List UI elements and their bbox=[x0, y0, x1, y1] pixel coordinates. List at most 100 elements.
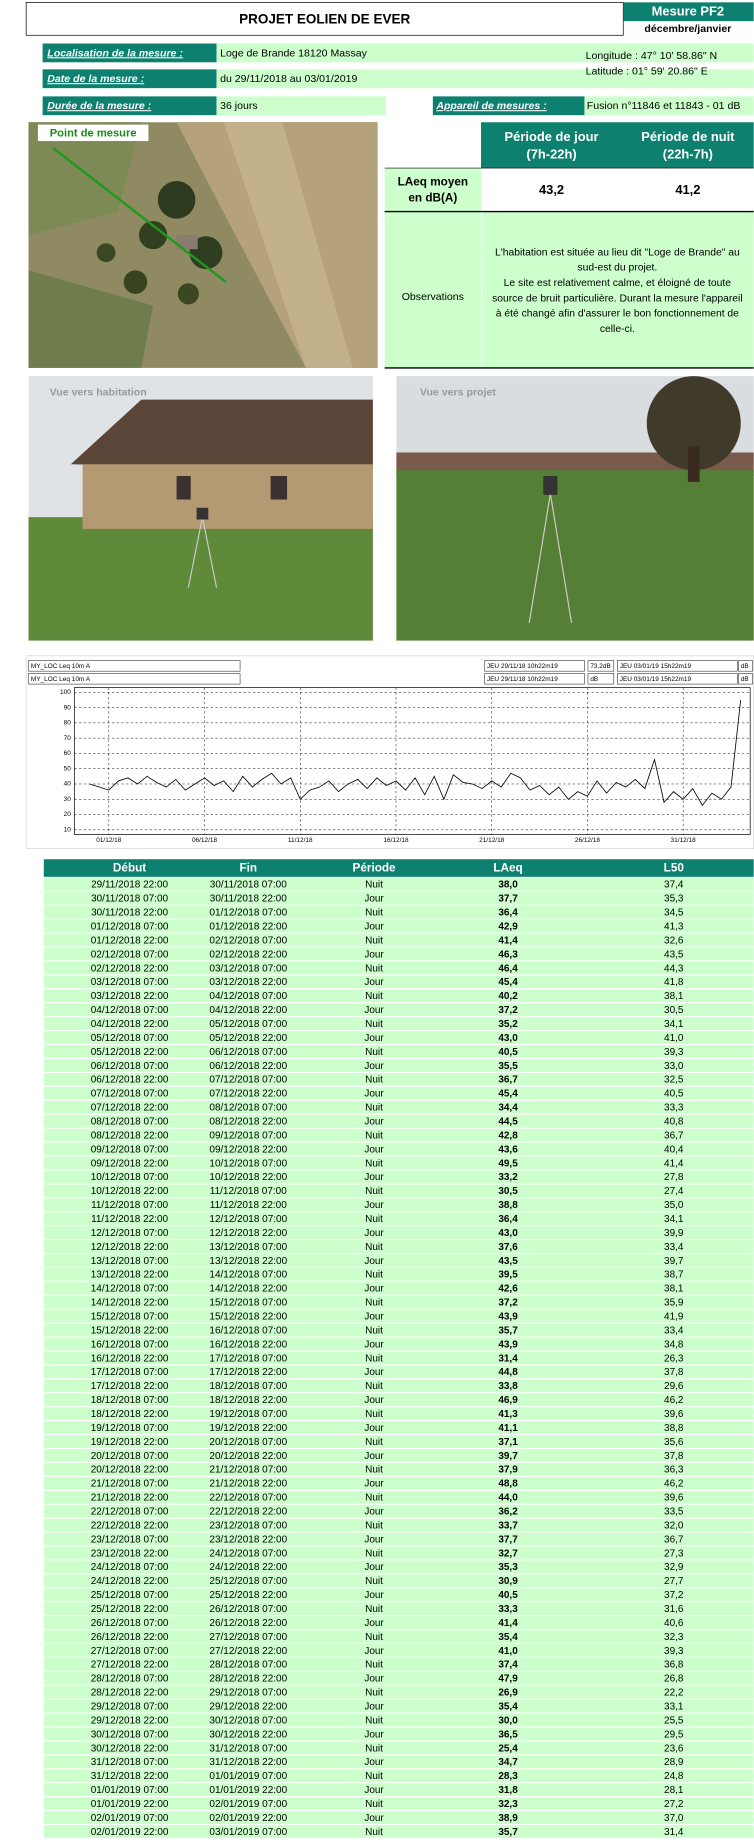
info-label-box bbox=[42, 43, 217, 63]
table-cell: Nuit bbox=[365, 1298, 383, 1309]
x-tick-label: 31/12/18 bbox=[671, 837, 697, 844]
table-cell: 39,7 bbox=[664, 1256, 684, 1267]
table-cell: 18/12/2018 07:00 bbox=[209, 1381, 287, 1392]
table-cell: 38,8 bbox=[664, 1423, 684, 1434]
chart-header-cell bbox=[587, 673, 615, 685]
table-cell: 14/12/2018 22:00 bbox=[91, 1298, 169, 1309]
table-header bbox=[43, 859, 754, 877]
y-tick-label: 60 bbox=[64, 750, 72, 757]
table-cell: 46,2 bbox=[664, 1395, 684, 1406]
obs-line: celle-ci. bbox=[600, 324, 635, 335]
table-cell: 06/12/2018 07:00 bbox=[209, 1047, 287, 1058]
table-cell: Nuit bbox=[365, 1353, 383, 1364]
chart-header-text: JEU 29/11/18 10h22m19 bbox=[487, 676, 558, 683]
table-cell: 29/12/2018 22:00 bbox=[91, 1715, 169, 1726]
table-cell: 39,7 bbox=[498, 1451, 518, 1462]
table-cell: 35,9 bbox=[664, 1298, 684, 1309]
table-row bbox=[43, 1546, 754, 1560]
table-cell: Jour bbox=[364, 1311, 384, 1322]
table-cell: 03/12/2018 22:00 bbox=[209, 977, 287, 988]
table-cell: 17/12/2018 22:00 bbox=[91, 1381, 169, 1392]
table-row bbox=[43, 1462, 754, 1476]
table-row bbox=[43, 1295, 754, 1309]
table-row bbox=[43, 1031, 754, 1044]
table-cell: 31,4 bbox=[498, 1353, 518, 1364]
table-cell: 41,9 bbox=[664, 1311, 684, 1322]
table-cell: 37,6 bbox=[498, 1242, 518, 1253]
table-cell: 29/12/2018 07:00 bbox=[91, 1701, 169, 1712]
table-cell: 30,0 bbox=[498, 1715, 518, 1726]
table-cell: 06/12/2018 07:00 bbox=[91, 1061, 169, 1072]
table-cell: 48,8 bbox=[498, 1479, 518, 1490]
table-cell: 16/12/2018 22:00 bbox=[209, 1339, 287, 1350]
table-row bbox=[43, 989, 754, 1003]
info-value: du 29/11/2018 au 03/01/2019 bbox=[220, 73, 357, 85]
table-cell: 32,5 bbox=[664, 1075, 684, 1086]
table-cell: 41,3 bbox=[498, 1409, 518, 1420]
table-cell: Jour bbox=[364, 1813, 384, 1824]
table-cell: 27,2 bbox=[664, 1799, 684, 1810]
info-label-box bbox=[42, 69, 217, 89]
table-cell: Nuit bbox=[365, 1019, 383, 1030]
table-cell: 35,0 bbox=[664, 1200, 684, 1211]
table-cell: 40,5 bbox=[498, 1590, 518, 1601]
table-cell: 31/12/2018 07:00 bbox=[91, 1757, 169, 1768]
table-row bbox=[43, 1017, 754, 1031]
table-row bbox=[43, 1574, 754, 1588]
table-cell: 40,6 bbox=[664, 1618, 684, 1629]
table-cell: 30/12/2018 07:00 bbox=[91, 1729, 169, 1740]
table-cell: Nuit bbox=[365, 1827, 383, 1838]
table-cell: 31,4 bbox=[664, 1827, 684, 1838]
latitude: Latitude : 01° 59' 20.86" E bbox=[586, 65, 708, 77]
table-cell: 23/12/2018 22:00 bbox=[91, 1548, 169, 1559]
table-cell: 32,9 bbox=[664, 1562, 684, 1573]
chart-header-text: dB bbox=[741, 676, 749, 683]
table-header-cell: Fin bbox=[239, 862, 257, 875]
table-cell: 24/12/2018 07:00 bbox=[209, 1548, 287, 1559]
y-tick-label: 70 bbox=[64, 735, 72, 742]
table-row bbox=[43, 1644, 754, 1657]
table-cell: 28/12/2018 22:00 bbox=[91, 1688, 169, 1699]
table-cell: 18/12/2018 22:00 bbox=[91, 1409, 169, 1420]
table-cell: 31/12/2018 07:00 bbox=[209, 1743, 287, 1754]
table-row bbox=[43, 1003, 754, 1017]
table-cell: 25/12/2018 07:00 bbox=[209, 1576, 287, 1587]
table-cell: 19/12/2018 07:00 bbox=[209, 1409, 287, 1420]
longitude: Longitude : 47° 10' 58.86" N bbox=[586, 50, 718, 62]
table-cell: 28,1 bbox=[664, 1785, 684, 1796]
table-row bbox=[43, 1268, 754, 1281]
table-cell: 17/12/2018 22:00 bbox=[209, 1367, 287, 1378]
table-cell: 07/12/2018 07:00 bbox=[209, 1075, 287, 1086]
table-cell: 44,8 bbox=[498, 1367, 518, 1378]
table-cell: 31,8 bbox=[498, 1785, 518, 1796]
table-cell: 12/12/2018 22:00 bbox=[209, 1228, 287, 1239]
table-row bbox=[43, 1504, 754, 1518]
table-row bbox=[43, 1699, 754, 1713]
summary-col-header: Période de nuit bbox=[641, 129, 735, 144]
table-cell: 37,9 bbox=[498, 1465, 518, 1476]
table-cell: Jour bbox=[364, 1172, 384, 1183]
table-row bbox=[43, 1142, 754, 1156]
table-cell: 25/12/2018 22:00 bbox=[91, 1604, 169, 1615]
table-cell: 30,5 bbox=[498, 1186, 518, 1197]
table-cell: 26/12/2018 07:00 bbox=[91, 1618, 169, 1629]
table-cell: Jour bbox=[364, 1729, 384, 1740]
table-cell: Nuit bbox=[365, 1075, 383, 1086]
x-tick-label: 16/12/18 bbox=[383, 837, 409, 844]
info-value-box bbox=[216, 69, 754, 89]
device-value: Fusion n°11846 et 11843 - 01 dB bbox=[587, 100, 741, 112]
table-cell: 16/12/2018 07:00 bbox=[209, 1325, 287, 1336]
table-cell: Nuit bbox=[365, 1576, 383, 1587]
table-cell: 33,3 bbox=[664, 1103, 684, 1114]
table-cell: 30,9 bbox=[498, 1576, 518, 1587]
table-cell: 33,5 bbox=[664, 1506, 684, 1517]
table-cell: 28/12/2018 07:00 bbox=[91, 1674, 169, 1685]
table-cell: 20/12/2018 22:00 bbox=[91, 1465, 169, 1476]
table-cell: 13/12/2018 07:00 bbox=[209, 1242, 287, 1253]
summary-row-label: en dB(A) bbox=[408, 192, 457, 205]
table-cell: 21/12/2018 22:00 bbox=[91, 1493, 169, 1504]
table-cell: 18/12/2018 07:00 bbox=[91, 1395, 169, 1406]
table-cell: Jour bbox=[364, 1367, 384, 1378]
table-cell: 06/12/2018 22:00 bbox=[91, 1075, 169, 1086]
table-row bbox=[43, 1769, 754, 1783]
